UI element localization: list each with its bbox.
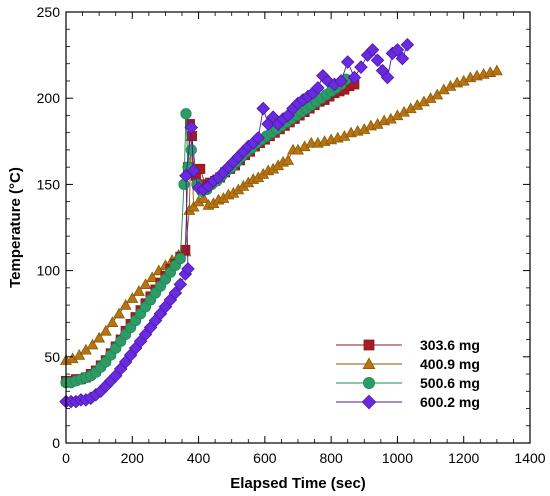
plot-marks [59, 37, 503, 409]
data-point-400-9-mg [146, 271, 159, 283]
data-point-600-2-mg [400, 37, 415, 52]
y-tick-label: 250 [37, 4, 61, 20]
data-point-400-9-mg [119, 298, 132, 310]
data-point-600-2-mg [395, 51, 410, 66]
series-400-9-mg [60, 64, 503, 365]
data-point-600-2-mg [184, 120, 199, 135]
data-point-600-2-mg [173, 277, 188, 292]
x-tick-label: 1400 [514, 450, 545, 466]
data-point-600-2-mg [311, 81, 325, 95]
legend-label: 600.2 mg [420, 394, 480, 410]
data-point-400-9-mg [79, 343, 92, 355]
data-point-400-9-mg [139, 278, 152, 290]
axis-ticks: 0 200 400 600 800 1000 1200 1400 0 50 100 150 200 250 [37, 4, 546, 466]
legend-item-600-2-mg: 600.2 mg [336, 394, 480, 410]
x-tick-label: 0 [62, 450, 70, 466]
data-point-400-9-mg [126, 292, 139, 303]
data-point-600-2-mg [347, 70, 362, 85]
data-point-600-2-mg [251, 131, 266, 145]
data-point-400-9-mg [93, 331, 106, 343]
legend-marker [361, 394, 377, 410]
data-point-500-6-mg [174, 252, 186, 265]
data-point-600-2-mg [181, 262, 195, 276]
legend-label: 400.9 mg [420, 356, 480, 372]
x-axis-title: Elapsed Time (sec) [230, 475, 366, 492]
data-point-400-9-mg [132, 285, 145, 296]
legend-label: 500.6 mg [420, 375, 480, 391]
data-point-600-2-mg [340, 55, 355, 69]
legend: 303.6 mg 400.9 mg 500.6 mg 600.2 mg [336, 337, 480, 410]
data-point-400-9-mg [187, 200, 200, 212]
x-tick-label: 800 [319, 450, 343, 466]
data-point-400-9-mg [113, 307, 125, 319]
legend-item-400-9-mg: 400.9 mg [336, 356, 480, 372]
legend-marker [362, 376, 375, 389]
x-tick-label: 1000 [382, 450, 413, 466]
legend-marker [363, 339, 375, 351]
data-point-600-2-mg [380, 70, 395, 85]
data-point-303-6-mg [180, 244, 191, 255]
x-tick-label: 200 [121, 450, 145, 466]
data-point-600-2-mg [334, 74, 348, 88]
data-point-400-9-mg [431, 88, 444, 100]
data-point-500-6-mg [180, 108, 192, 120]
data-point-600-2-mg [186, 163, 201, 178]
y-tick-label: 100 [37, 263, 61, 279]
series-line-303-6-mg [66, 83, 355, 382]
series-500-6-mg [60, 73, 352, 389]
data-point-400-9-mg [490, 64, 503, 76]
y-tick-label: 50 [44, 349, 60, 365]
x-tick-label: 600 [253, 450, 277, 466]
y-tick-label: 150 [37, 176, 61, 192]
data-point-600-2-mg [365, 43, 380, 57]
data-point-400-9-mg [282, 154, 295, 165]
data-point-600-2-mg [354, 60, 368, 74]
data-point-600-2-mg [390, 43, 405, 57]
legend-marker [362, 357, 376, 370]
series-line-500-6-mg [66, 78, 347, 384]
data-point-400-9-mg [99, 324, 112, 336]
series-303-6-mg [61, 79, 360, 386]
data-point-400-9-mg [197, 192, 210, 203]
data-point-600-2-mg [370, 53, 385, 68]
data-point-400-9-mg [73, 348, 86, 360]
legend-item-303-6-mg: 303.6 mg [336, 337, 480, 353]
y-axis-title: Temperature (°C) [7, 167, 24, 288]
y-tick-label: 0 [52, 435, 60, 451]
x-tick-label: 400 [187, 450, 211, 466]
data-point-500-6-mg [185, 144, 197, 156]
x-tick-label: 1200 [448, 450, 479, 466]
data-point-600-2-mg [256, 101, 270, 116]
y-tick-label: 200 [37, 90, 61, 106]
data-point-400-9-mg [106, 316, 119, 327]
legend-item-500-6-mg: 500.6 mg [336, 375, 480, 391]
legend-label: 303.6 mg [420, 337, 480, 353]
series-600-2-mg [59, 37, 415, 409]
data-point-400-9-mg [86, 338, 99, 350]
data-point-600-2-mg [168, 286, 183, 300]
